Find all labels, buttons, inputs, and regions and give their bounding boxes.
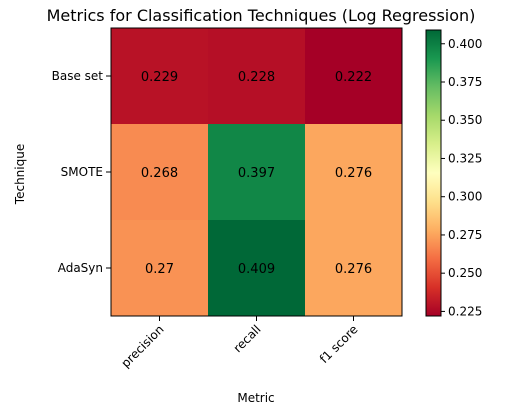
heatmap-cell (208, 220, 306, 317)
colorbar-ticks: 0.225 0.250 0.275 0.300 0.325 0.350 0.375 0.400 (441, 37, 482, 318)
y-axis-label: Technique (13, 144, 27, 205)
x-tick-label: recall (231, 322, 264, 355)
y-axis-ticks: Base set SMOTE AdaSyn (52, 69, 111, 275)
colorbar (425, 29, 442, 317)
colorbar-tick-label: 0.225 (448, 304, 482, 318)
heatmap-cell (305, 124, 403, 221)
cell-value-label: 0.229 (141, 70, 178, 85)
heatmap-cell (111, 28, 209, 125)
heatmap-cell (208, 28, 306, 125)
heatmap-cells: 0.229 0.228 0.222 0.268 0.397 0.276 0.27 0.409 0… (111, 28, 403, 317)
colorbar-tick-label: 0.300 (448, 190, 482, 204)
heatmap-cell (305, 28, 403, 125)
y-tick-label: AdaSyn (58, 261, 103, 275)
x-axis-ticks: precision recall f1 score (118, 316, 361, 370)
cell-value-label: 0.276 (335, 166, 372, 181)
colorbar-tick-label: 0.375 (448, 75, 482, 89)
y-tick-label: SMOTE (61, 165, 103, 179)
x-tick-label: precision (118, 322, 166, 370)
cell-value-label: 0.276 (335, 262, 372, 277)
y-tick-label: Base set (52, 69, 104, 83)
chart-title: Metrics for Classification Techniques (L… (47, 6, 476, 25)
colorbar-tick-label: 0.325 (448, 151, 482, 165)
cell-value-label: 0.268 (141, 166, 178, 181)
colorbar-tick-label: 0.350 (448, 113, 482, 127)
cell-value-label: 0.409 (238, 262, 275, 277)
heatmap-cell (305, 220, 403, 317)
colorbar-tick-label: 0.400 (448, 37, 482, 51)
x-tick-label: f1 score (317, 322, 361, 366)
cell-value-label: 0.27 (145, 262, 174, 277)
colorbar-tick-label: 0.275 (448, 228, 482, 242)
cell-value-label: 0.228 (238, 70, 275, 85)
heatmap-cell (111, 220, 209, 317)
heatmap-cell (208, 124, 306, 221)
heatmap-cell (111, 124, 209, 221)
colorbar-tick-label: 0.250 (448, 266, 482, 280)
cell-value-label: 0.397 (238, 166, 275, 181)
cell-value-label: 0.222 (335, 70, 372, 85)
x-axis-label: Metric (237, 391, 274, 405)
